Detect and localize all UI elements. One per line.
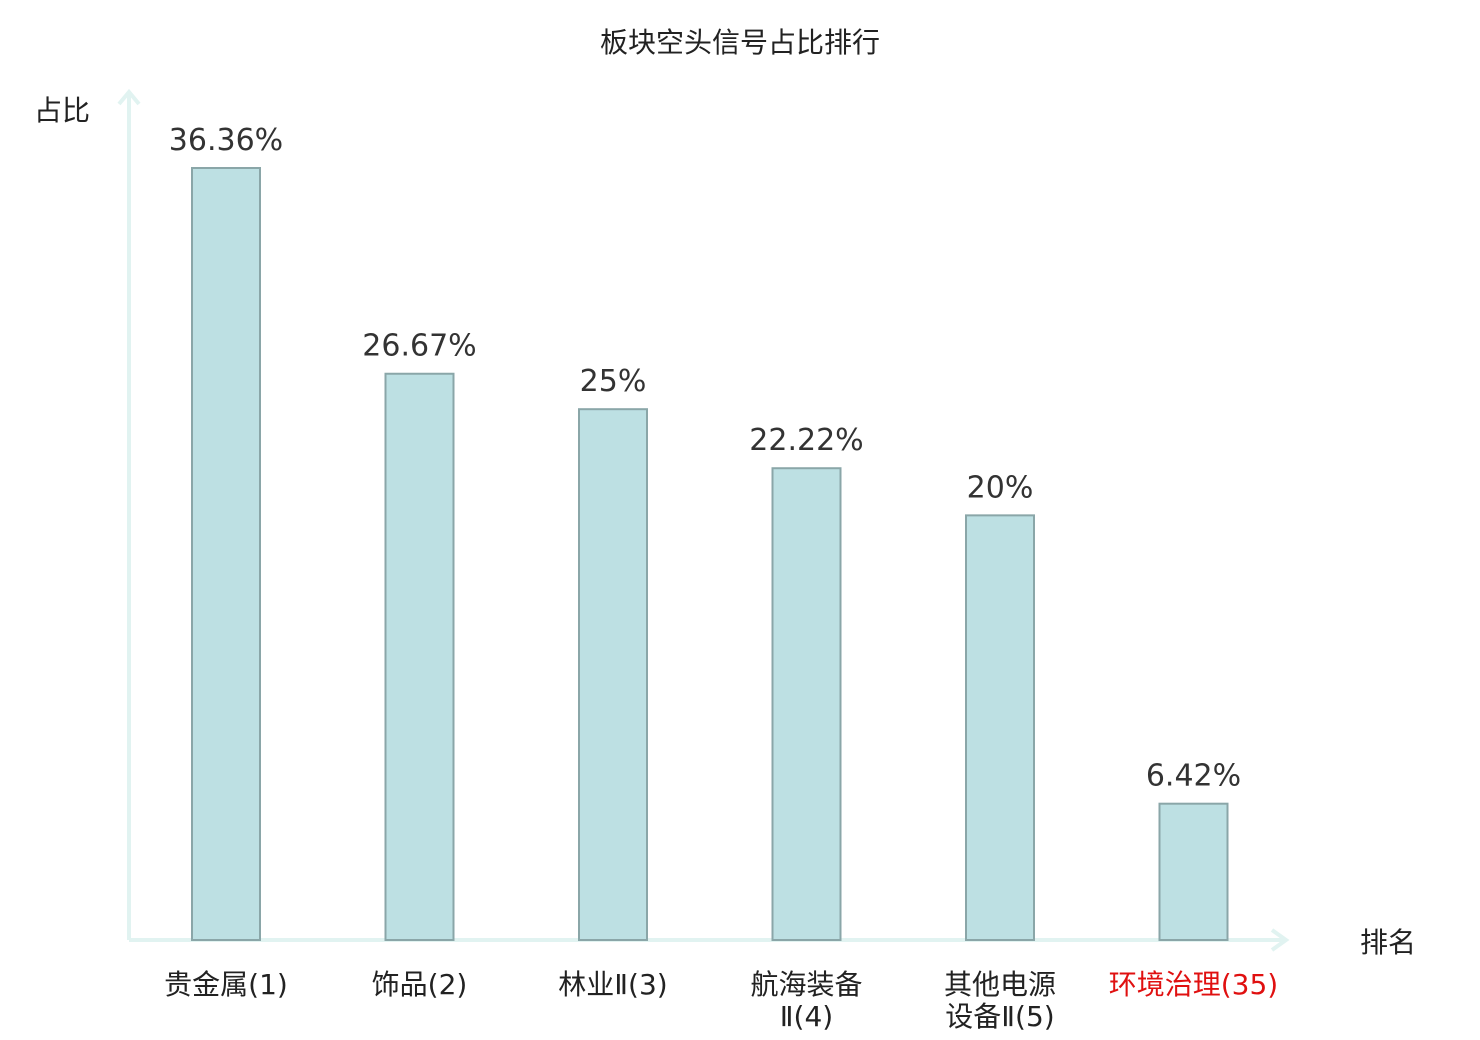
x-tick-label-5: 其他电源设备Ⅱ(5) xyxy=(944,968,1056,1033)
value-label-2: 26.67% xyxy=(362,329,476,364)
x-tick-label-6: 环境治理(35) xyxy=(1109,968,1278,1001)
x-tick-labels-group: 贵金属(1) 饰品(2) 林业Ⅱ(3) 航海装备 Ⅱ(4) 其他电源设备Ⅱ(5) 环境治理(… xyxy=(164,968,1278,1033)
bar-3 xyxy=(578,408,648,942)
bar-5 xyxy=(965,514,1035,941)
value-label-6: 6.42% xyxy=(1146,759,1241,794)
value-labels-group: 36.36% 26.67% 25% 22.22% 20% 6.42% xyxy=(169,123,1241,794)
x-axis xyxy=(129,928,1290,952)
x-axis-label: 排名 xyxy=(1360,926,1416,959)
bar-6 xyxy=(1158,802,1229,941)
value-label-5: 20% xyxy=(967,470,1034,505)
bar-2 xyxy=(384,372,455,942)
x-tick-label-line: 贵金属(1) xyxy=(164,968,288,1001)
x-tick-label-4: 航海装备 Ⅱ(4) xyxy=(750,968,862,1033)
x-tick-label-line: 林业Ⅱ(3) xyxy=(558,968,667,1001)
x-tick-label-line: 设备Ⅱ(5) xyxy=(945,1000,1054,1033)
bar-1 xyxy=(191,167,261,941)
x-tick-label-line: Ⅱ(4) xyxy=(780,1000,833,1033)
x-tick-label-1: 贵金属(1) xyxy=(164,968,288,1001)
y-axis-label: 占比 xyxy=(34,94,90,127)
value-label-3: 25% xyxy=(580,364,647,399)
x-tick-label-2: 饰品(2) xyxy=(372,968,468,1001)
x-tick-label-line: 其他电源 xyxy=(944,968,1056,1001)
x-tick-label-line: 航海装备 xyxy=(750,968,862,1001)
x-tick-label-3: 林业Ⅱ(3) xyxy=(558,968,667,1001)
x-tick-label-line: 环境治理(35) xyxy=(1109,968,1278,1001)
bar-4 xyxy=(771,467,842,941)
x-tick-label-line: 饰品(2) xyxy=(372,968,468,1001)
bars-group xyxy=(191,167,1229,942)
y-axis xyxy=(117,88,141,940)
value-label-1: 36.36% xyxy=(169,123,283,158)
value-label-4: 22.22% xyxy=(749,423,863,458)
chart-title: 板块空头信号占比排行 xyxy=(600,26,880,59)
